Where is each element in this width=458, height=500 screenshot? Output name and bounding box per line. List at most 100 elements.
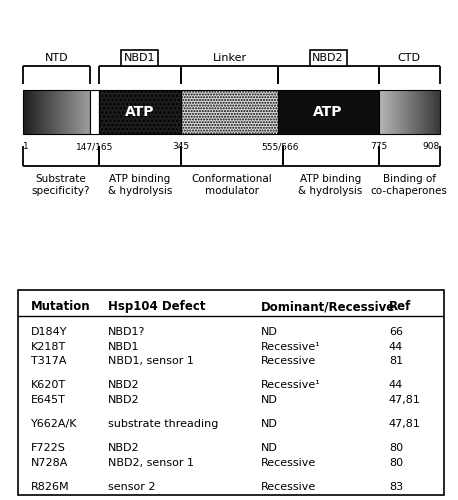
Bar <box>395 90 396 134</box>
Bar <box>381 90 382 134</box>
Bar <box>391 90 392 134</box>
Bar <box>415 90 416 134</box>
Text: NBD2, sensor 1: NBD2, sensor 1 <box>108 458 194 468</box>
Bar <box>80 90 81 134</box>
Bar <box>51 90 52 134</box>
Text: ATP binding
& hydrolysis: ATP binding & hydrolysis <box>299 174 363 196</box>
Text: Ref: Ref <box>389 300 411 313</box>
Bar <box>66 90 67 134</box>
Bar <box>98 90 181 134</box>
Bar <box>403 90 404 134</box>
Bar <box>181 90 278 134</box>
Bar <box>60 90 61 134</box>
Bar <box>34 90 35 134</box>
Text: ND: ND <box>261 419 278 429</box>
Bar <box>411 90 412 134</box>
Bar <box>436 90 437 134</box>
Bar <box>421 90 422 134</box>
Bar <box>416 90 417 134</box>
Text: 44: 44 <box>389 380 403 390</box>
Bar <box>80 90 81 134</box>
Bar <box>380 90 381 134</box>
Text: substrate threading: substrate threading <box>108 419 218 429</box>
Bar <box>438 90 439 134</box>
Bar <box>24 90 25 134</box>
Bar <box>56 90 57 134</box>
Text: N728A: N728A <box>31 458 69 468</box>
Bar <box>387 90 388 134</box>
Bar <box>404 90 405 134</box>
Bar <box>30 90 31 134</box>
Bar <box>44 90 45 134</box>
Text: E645T: E645T <box>31 395 66 405</box>
Bar <box>424 90 425 134</box>
Bar <box>85 90 86 134</box>
Bar <box>49 90 50 134</box>
Bar <box>78 90 79 134</box>
Bar <box>425 90 426 134</box>
Bar <box>402 90 403 134</box>
Bar <box>391 90 392 134</box>
Bar <box>33 90 34 134</box>
Bar <box>31 90 32 134</box>
Bar <box>35 90 36 134</box>
Bar <box>35 90 36 134</box>
Text: D184Y: D184Y <box>31 327 68 337</box>
Bar <box>414 90 415 134</box>
Bar <box>411 90 412 134</box>
Bar <box>75 90 76 134</box>
Text: K620T: K620T <box>31 380 66 390</box>
Text: Recessive¹: Recessive¹ <box>261 380 321 390</box>
Bar <box>79 90 80 134</box>
Bar <box>53 90 54 134</box>
Bar <box>32 90 33 134</box>
Bar <box>428 90 429 134</box>
Bar <box>78 90 79 134</box>
Bar <box>412 90 413 134</box>
Bar <box>36 90 37 134</box>
Bar <box>54 90 55 134</box>
Bar <box>409 90 410 134</box>
Bar <box>379 90 440 134</box>
Bar <box>408 90 409 134</box>
Text: 555/566: 555/566 <box>261 142 299 151</box>
Bar <box>410 90 411 134</box>
Text: sensor 2: sensor 2 <box>108 482 155 492</box>
Bar <box>90 90 91 134</box>
Bar <box>39 90 40 134</box>
Bar <box>428 90 429 134</box>
Bar <box>57 90 58 134</box>
Bar <box>406 90 407 134</box>
Bar <box>71 90 72 134</box>
Text: ATP: ATP <box>313 105 343 119</box>
Text: 80: 80 <box>389 458 403 468</box>
Bar <box>86 90 87 134</box>
Bar <box>72 90 73 134</box>
Text: F722S: F722S <box>31 443 66 453</box>
Bar <box>62 90 63 134</box>
Bar <box>50 90 51 134</box>
Bar <box>432 90 433 134</box>
Bar <box>76 90 77 134</box>
Text: Recessive¹: Recessive¹ <box>261 342 321 351</box>
Bar <box>418 90 419 134</box>
Bar <box>381 90 382 134</box>
Bar <box>415 90 416 134</box>
Bar <box>437 90 438 134</box>
Bar <box>41 90 42 134</box>
Bar <box>436 90 437 134</box>
Bar <box>394 90 395 134</box>
Bar <box>46 90 47 134</box>
Bar <box>76 90 77 134</box>
Bar <box>73 90 74 134</box>
Bar <box>418 90 419 134</box>
Bar <box>54 90 55 134</box>
Text: Recessive: Recessive <box>261 356 316 366</box>
Text: 44: 44 <box>389 342 403 351</box>
Bar <box>406 90 407 134</box>
Bar <box>430 90 431 134</box>
Bar <box>51 90 52 134</box>
Bar <box>390 90 391 134</box>
Bar <box>404 90 405 134</box>
Text: NBD2: NBD2 <box>312 53 344 63</box>
